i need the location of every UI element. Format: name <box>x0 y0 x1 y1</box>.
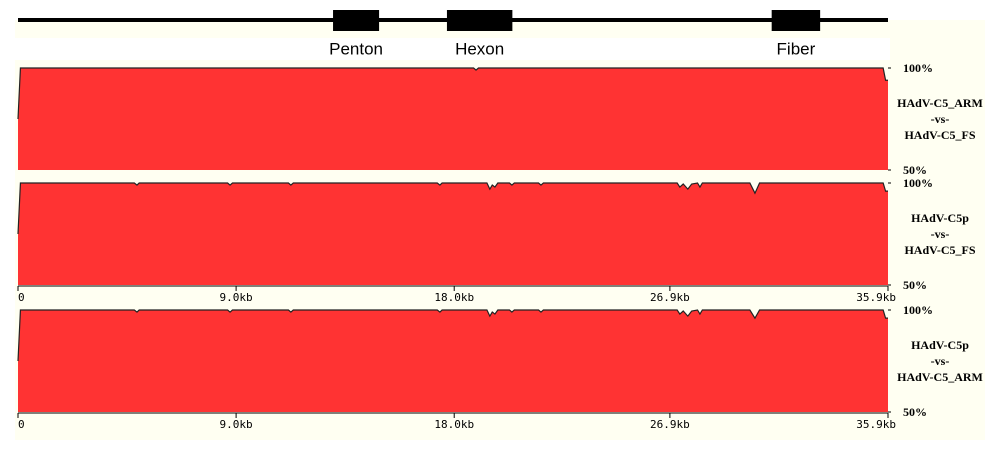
track-label: HAdV-C5p <box>911 211 969 225</box>
x-tick-label: 9.0kb <box>220 291 253 304</box>
gene-box <box>446 10 513 31</box>
y-tick-label: 50% <box>903 163 927 177</box>
x-tick-label: 18.0kb <box>434 418 474 431</box>
y-tick-label: 100% <box>903 61 933 75</box>
identity-area <box>18 310 888 412</box>
y-tick-label: 50% <box>903 405 927 419</box>
gene-box <box>333 10 380 31</box>
x-tick-label: 35.9kb <box>856 418 896 431</box>
track-label: HAdV-C5_FS <box>904 243 975 257</box>
x-tick-label: 18.0kb <box>434 291 474 304</box>
gene-band <box>15 38 890 60</box>
y-tick-label: 50% <box>903 278 927 292</box>
track-label: HAdV-C5_FS <box>904 128 975 142</box>
x-tick-label: 9.0kb <box>220 418 253 431</box>
y-tick-label: 100% <box>903 176 933 190</box>
track-label: HAdV-C5_ARM <box>897 96 983 110</box>
y-tick-label: 100% <box>903 303 933 317</box>
gene-label: Penton <box>329 39 383 58</box>
track-label: HAdV-C5_ARM <box>897 370 983 384</box>
identity-area <box>18 68 888 170</box>
x-tick-label: 26.9kb <box>650 418 690 431</box>
x-tick-label: 0 <box>18 418 25 431</box>
x-tick-label: 35.9kb <box>856 291 896 304</box>
gene-box <box>771 10 821 31</box>
identity-area <box>18 183 888 285</box>
x-tick-label: 26.9kb <box>650 291 690 304</box>
x-tick-label: 0 <box>18 291 25 304</box>
identity-line <box>17 182 888 235</box>
gene-label: Hexon <box>455 39 504 58</box>
track-label: -vs- <box>931 112 950 126</box>
gene-label: Fiber <box>777 39 816 58</box>
identity-line <box>17 67 888 120</box>
track-label: -vs- <box>931 354 950 368</box>
identity-line <box>17 309 888 362</box>
track-label: HAdV-C5p <box>911 338 969 352</box>
track-label: -vs- <box>931 227 950 241</box>
